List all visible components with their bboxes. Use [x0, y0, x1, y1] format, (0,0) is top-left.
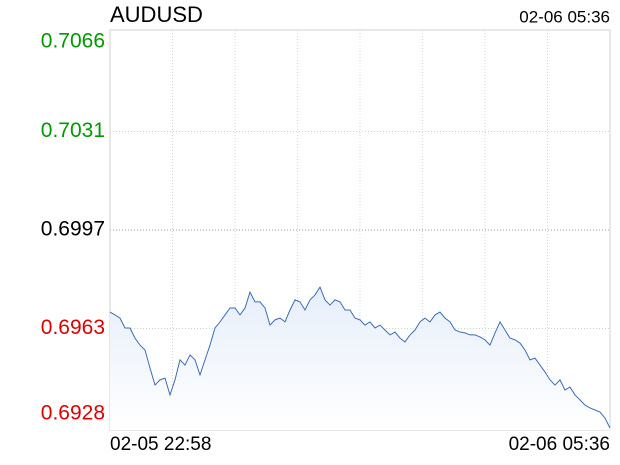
timestamp: 02-06 05:36: [519, 7, 610, 26]
x-tick-label: 02-05 22:58: [110, 434, 211, 455]
area: [110, 287, 610, 430]
y-tick-label: 0.6928: [41, 402, 105, 425]
chart-title: AUDUSD: [110, 2, 203, 27]
y-tick-label: 0.7031: [41, 119, 105, 142]
y-tick-label: 0.7066: [41, 30, 105, 53]
y-tick-label: 0.6997: [41, 218, 105, 241]
y-tick-label: 0.6963: [41, 316, 105, 339]
line: [109, 286, 611, 429]
x-tick-label: 02-06 05:36: [509, 434, 610, 455]
